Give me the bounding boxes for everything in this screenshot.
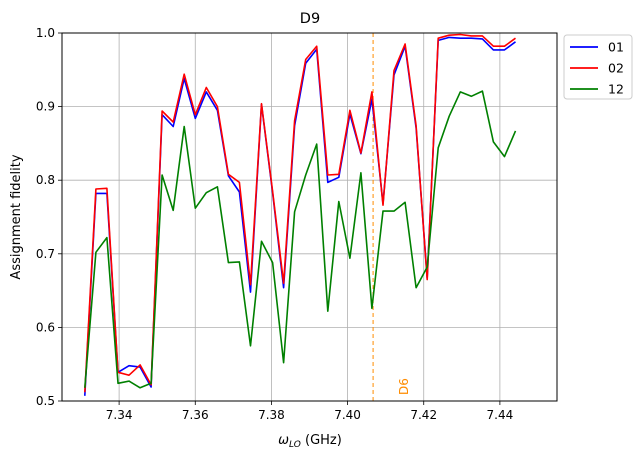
x-axis-label: ωLO (GHz) [278, 433, 342, 450]
legend: 01 02 12 [563, 34, 633, 100]
grid [62, 32, 557, 402]
legend-box [563, 34, 633, 100]
legend-label-02: 02 [608, 61, 624, 76]
y-axis-label: Assignment fidelity [9, 154, 24, 279]
series-line-12 [84, 90, 517, 389]
x-tick-label: 7.38 [258, 408, 285, 422]
x-axis-label-symbol: ω [278, 433, 289, 448]
legend-label-01: 01 [608, 40, 624, 55]
y-tick-label: 0.8 [36, 173, 55, 187]
y-tick-label: 1.0 [36, 26, 55, 40]
x-tick-label: 7.44 [487, 408, 514, 422]
x-tick-label: 7.34 [106, 408, 133, 422]
legend-label-12: 12 [608, 82, 624, 97]
y-tick-label: 0.6 [36, 320, 55, 334]
annotation-label: D6 [397, 378, 411, 395]
y-tick-label: 0.9 [36, 100, 55, 114]
chart-title: D9 [300, 11, 320, 27]
series-group [84, 33, 517, 396]
x-tick-label: 7.42 [410, 408, 437, 422]
annotation-group: D6 [372, 33, 411, 401]
x-axis-label-subscript: LO [289, 440, 301, 450]
y-tick-label: 0.5 [36, 394, 55, 408]
y-tick-label: 0.7 [36, 247, 55, 261]
x-tick-label: 7.36 [182, 408, 209, 422]
plot-frame [61, 32, 558, 402]
x-axis: 7.34 7.36 7.38 7.40 7.42 7.44 [106, 401, 513, 422]
series-line-02 [84, 33, 516, 393]
x-axis-label-unit: (GHz) [301, 433, 342, 448]
x-tick-label: 7.40 [334, 408, 361, 422]
y-axis: 0.5 0.6 0.7 0.8 0.9 1.0 [36, 26, 62, 408]
